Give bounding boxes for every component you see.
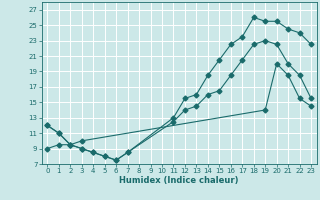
X-axis label: Humidex (Indice chaleur): Humidex (Indice chaleur) — [119, 176, 239, 185]
